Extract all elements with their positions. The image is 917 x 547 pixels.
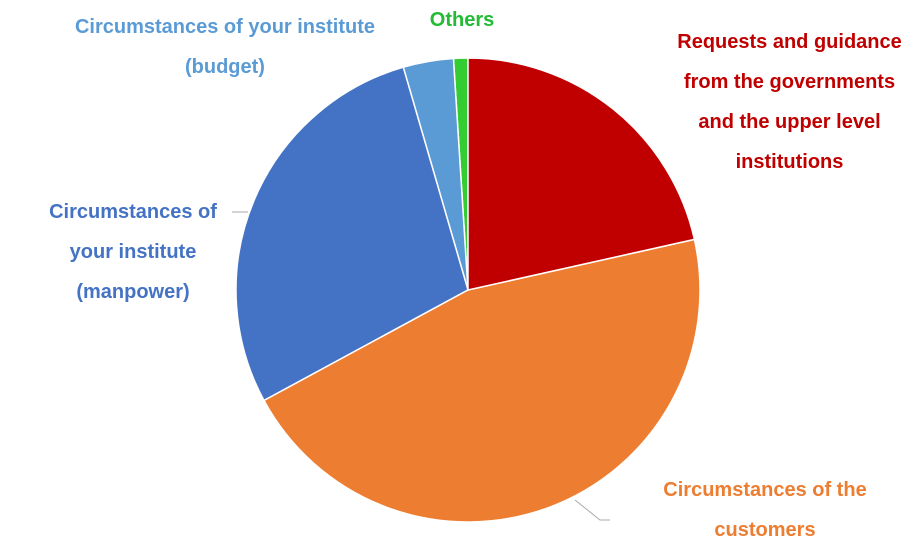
slice-label: Others <box>429 9 495 31</box>
slice-label: Circumstances of the customers <box>663 479 867 541</box>
slice-label: Circumstances of your institute (manpowe… <box>49 201 217 303</box>
pie-slice <box>467 57 696 291</box>
slice-label: Circumstances of your institute (budget) <box>74 16 376 78</box>
leader-line <box>574 499 610 521</box>
pie-slice <box>262 238 701 523</box>
slice-label: Requests and guidance from the governmen… <box>677 31 902 173</box>
pie-slice <box>235 66 469 402</box>
